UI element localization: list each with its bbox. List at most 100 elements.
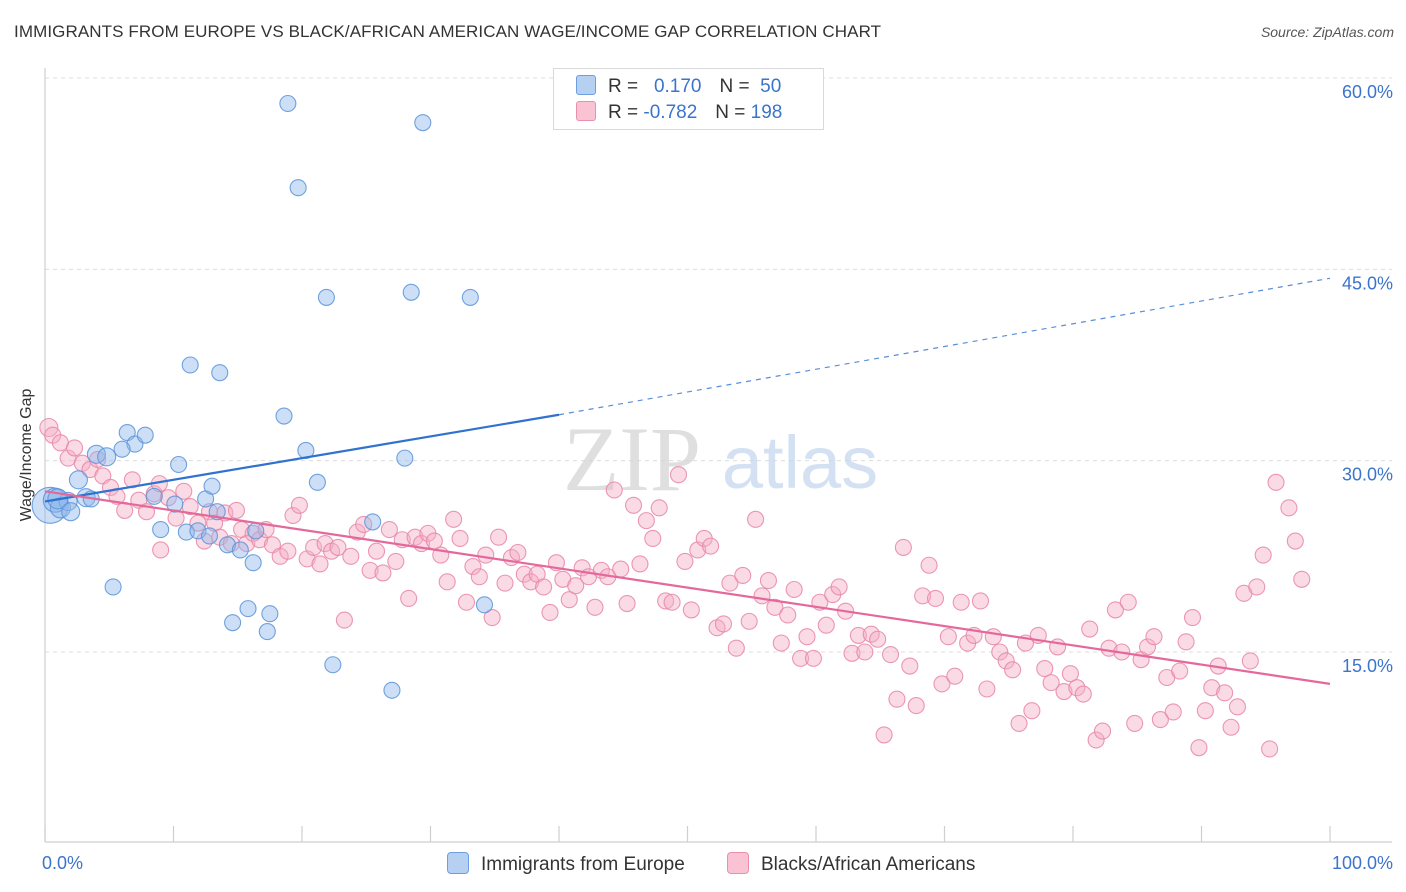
point-black bbox=[894, 538, 912, 556]
point-europe bbox=[461, 288, 479, 306]
point-black bbox=[464, 557, 482, 576]
legend-swatch-black bbox=[576, 101, 596, 121]
point-black bbox=[907, 697, 925, 715]
point-europe bbox=[308, 473, 326, 491]
point-black bbox=[817, 616, 835, 634]
point-black bbox=[881, 646, 900, 664]
point-black bbox=[669, 466, 688, 484]
point-black bbox=[66, 439, 84, 457]
data-points bbox=[31, 94, 1311, 758]
point-europe bbox=[181, 356, 199, 374]
point-black bbox=[1222, 718, 1240, 736]
point-black bbox=[914, 587, 932, 605]
point-black bbox=[920, 556, 938, 574]
point-black bbox=[342, 547, 360, 565]
point-black bbox=[541, 603, 559, 622]
point-black bbox=[856, 643, 874, 661]
point-black bbox=[329, 538, 347, 556]
point-black bbox=[1036, 660, 1054, 678]
point-black bbox=[1177, 633, 1195, 651]
legend-row-black: R = -0.782 N = 198 bbox=[576, 101, 782, 125]
series-legend-black[interactable]: Blacks/African Americans bbox=[727, 852, 975, 876]
point-black bbox=[227, 501, 246, 519]
legend-r-label: R = bbox=[608, 102, 639, 123]
point-europe bbox=[324, 656, 342, 674]
point-black bbox=[1183, 609, 1202, 627]
point-black bbox=[1042, 674, 1060, 692]
point-europe bbox=[247, 522, 265, 540]
point-black bbox=[1023, 702, 1041, 720]
point-black bbox=[152, 541, 170, 559]
point-black bbox=[1145, 628, 1163, 646]
point-black bbox=[279, 542, 297, 560]
point-europe bbox=[275, 407, 293, 425]
point-black bbox=[875, 726, 893, 744]
point-europe bbox=[68, 470, 88, 490]
point-black bbox=[445, 510, 463, 528]
point-black bbox=[869, 630, 887, 648]
point-europe bbox=[396, 449, 414, 467]
point-black bbox=[1106, 601, 1124, 619]
point-black bbox=[663, 593, 681, 611]
series-legend-europe[interactable]: Immigrants from Europe bbox=[447, 852, 685, 876]
point-europe bbox=[203, 477, 221, 495]
series-name-europe: Immigrants from Europe bbox=[481, 854, 685, 875]
point-europe bbox=[170, 455, 188, 474]
point-europe bbox=[239, 600, 257, 618]
point-black bbox=[637, 512, 655, 530]
point-black bbox=[1119, 593, 1137, 611]
correlation-legend: R = 0.170 N = 50 R = -0.782 N = 198 bbox=[553, 68, 824, 130]
point-black bbox=[779, 606, 797, 624]
point-europe bbox=[211, 364, 229, 382]
point-black bbox=[374, 564, 392, 582]
point-black bbox=[804, 649, 822, 667]
point-black bbox=[849, 626, 867, 644]
point-black bbox=[926, 589, 945, 607]
point-black bbox=[605, 481, 623, 499]
point-black bbox=[714, 615, 733, 633]
point-black bbox=[702, 537, 720, 555]
point-black bbox=[650, 499, 668, 517]
point-europe bbox=[258, 623, 276, 641]
point-black bbox=[971, 592, 990, 610]
y-tick-label: 45.0% bbox=[1342, 273, 1393, 293]
point-black bbox=[952, 593, 970, 611]
watermark-zip: ZIP bbox=[563, 408, 701, 510]
point-black bbox=[727, 639, 745, 657]
series-swatch-europe bbox=[447, 852, 469, 874]
point-black bbox=[1151, 711, 1169, 729]
point-black bbox=[457, 593, 476, 611]
point-black bbox=[490, 528, 508, 546]
point-black bbox=[290, 496, 308, 514]
point-black bbox=[1087, 731, 1105, 749]
trend-line-black bbox=[44, 490, 1331, 685]
point-black bbox=[1254, 546, 1272, 564]
point-black bbox=[284, 506, 302, 525]
legend-r-label: R = bbox=[608, 76, 639, 97]
y-tick-label: 15.0% bbox=[1342, 656, 1393, 676]
point-europe bbox=[97, 447, 117, 467]
y-axis-label: Wage/Income Gap bbox=[18, 388, 35, 522]
point-black bbox=[1280, 499, 1298, 517]
point-europe bbox=[261, 605, 279, 623]
point-black bbox=[785, 580, 803, 599]
point-black bbox=[997, 652, 1015, 670]
point-black bbox=[843, 644, 861, 662]
point-black bbox=[361, 561, 379, 579]
point-europe bbox=[152, 520, 170, 539]
point-europe bbox=[402, 283, 420, 301]
point-black bbox=[747, 510, 765, 528]
point-black bbox=[1171, 662, 1189, 680]
legend-n-label: N = bbox=[715, 102, 746, 123]
point-black bbox=[766, 598, 784, 616]
point-black bbox=[991, 643, 1009, 661]
trend-line-europe bbox=[44, 413, 560, 503]
point-black bbox=[734, 566, 752, 585]
point-black bbox=[586, 598, 604, 616]
point-black bbox=[1248, 578, 1266, 596]
point-black bbox=[1061, 665, 1079, 683]
watermark-atlas: atlas bbox=[722, 421, 878, 504]
point-black bbox=[644, 529, 662, 548]
point-black bbox=[984, 628, 1002, 646]
point-black bbox=[406, 528, 424, 546]
